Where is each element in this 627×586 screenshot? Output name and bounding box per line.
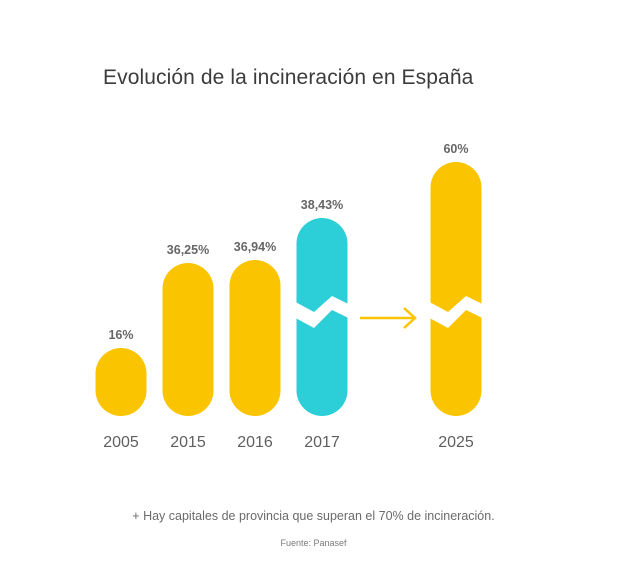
data-label-2005: 16%: [108, 328, 133, 342]
axis-break-mark: [295, 296, 349, 328]
data-label-2015: 36,25%: [167, 243, 209, 257]
arrow-head-icon: [403, 307, 417, 329]
source-note: Fuente: Panasef: [280, 538, 347, 548]
x-tick-label-2005: 2005: [103, 434, 139, 451]
data-label-2025: 60%: [443, 142, 468, 156]
bar-2016: [229, 260, 281, 416]
x-tick-label-2025: 2025: [438, 434, 474, 451]
bar-2005: [95, 348, 147, 416]
data-label-2016: 36,94%: [234, 240, 276, 254]
axis-break-mark: [429, 296, 483, 328]
footnote: + Hay capitales de provincia que superan…: [132, 509, 495, 523]
data-label-2017: 38,43%: [301, 198, 343, 212]
x-tick-label-2016: 2016: [237, 434, 273, 451]
x-tick-label-2017: 2017: [304, 434, 340, 451]
x-tick-label-2015: 2015: [170, 434, 206, 451]
bar-2025: [430, 162, 482, 416]
bar-2015: [162, 263, 214, 416]
chart-title: Evolución de la incineración en España: [103, 66, 474, 89]
